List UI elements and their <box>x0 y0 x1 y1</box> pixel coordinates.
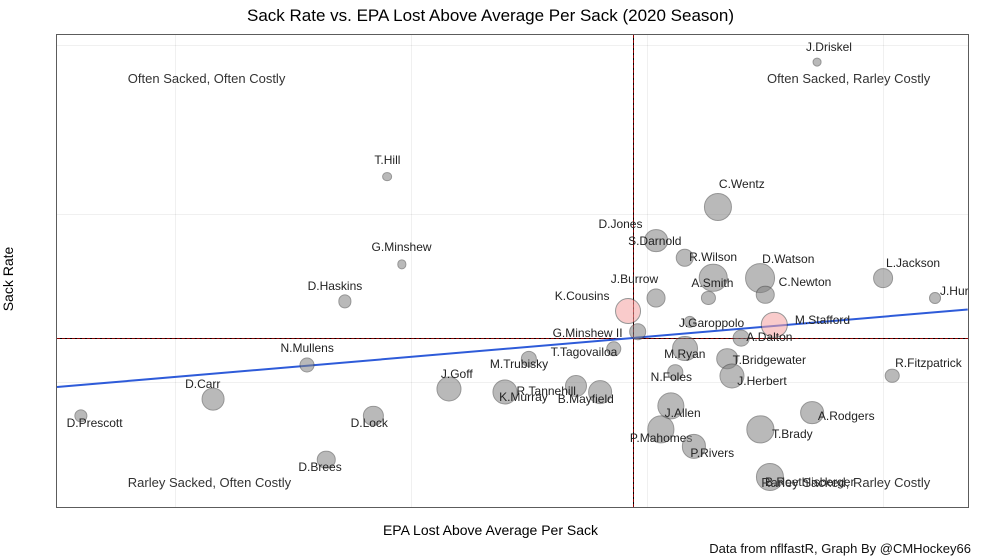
data-point-label: J.Allen <box>665 406 701 420</box>
data-point <box>647 289 666 308</box>
data-point-label: D.Jones <box>598 217 642 231</box>
data-point <box>615 298 641 324</box>
data-point-label: R.Wilson <box>689 250 737 264</box>
data-point-label: D.Haskins <box>308 279 363 293</box>
data-point <box>747 416 774 443</box>
data-point <box>873 268 893 288</box>
data-point-label: G.Minshew II <box>553 326 623 340</box>
plot-area: -1.0-0.50.00.50.050.100.15J.DriskelT.Hil… <box>56 34 969 508</box>
data-point-label: K.Murray <box>499 390 548 404</box>
data-point-label: T.Hill <box>374 153 400 167</box>
gridline <box>175 35 176 507</box>
data-point-label: A.Smith <box>691 276 733 290</box>
data-point-label: C.Newton <box>779 275 832 289</box>
data-point <box>338 295 351 308</box>
data-point <box>885 368 900 383</box>
gridline <box>411 35 412 507</box>
data-point-label: A.Rodgers <box>818 409 875 423</box>
quadrant-label: Rarley Sacked, Often Costly <box>128 475 291 490</box>
data-point-label: M.Stafford <box>795 313 850 327</box>
data-point-label: P.Rivers <box>690 446 734 460</box>
data-point-label: J.Driskel <box>806 40 852 54</box>
data-point-label: R.Fitzpatrick <box>895 356 962 370</box>
data-point <box>629 323 647 341</box>
data-point <box>397 260 406 269</box>
data-point-label: J.Goff <box>441 367 473 381</box>
data-point <box>704 193 732 221</box>
chart-container: Sack Rate vs. EPA Lost Above Average Per… <box>0 0 981 558</box>
data-point-label: C.Wentz <box>719 177 765 191</box>
data-point <box>383 172 393 182</box>
data-point <box>300 358 315 373</box>
data-point-label: A.Dalton <box>746 330 792 344</box>
data-point-label: T.Brady <box>772 427 813 441</box>
x-tick-label: 0.0 <box>639 507 656 508</box>
y-tick-label: 0.15 <box>56 38 57 52</box>
data-point-label: J.Herbert <box>737 374 786 388</box>
data-point-label: B.Mayfield <box>558 392 614 406</box>
x-axis-label: EPA Lost Above Average Per Sack <box>0 522 981 538</box>
data-point-label: N.Foles <box>651 370 692 384</box>
gridline <box>57 214 968 215</box>
data-point-label: D.Carr <box>185 377 220 391</box>
data-point-label: J.Garoppolo <box>679 316 744 330</box>
data-point-label: J.Hurts <box>940 284 969 298</box>
data-point-label: M.Trubisky <box>490 357 548 371</box>
y-axis-label: Sack Rate <box>0 0 20 558</box>
data-point-label: T.Bridgewater <box>733 353 806 367</box>
y-tick-label: 0.10 <box>56 207 57 221</box>
data-point <box>701 291 715 305</box>
data-point-label: T.Tagovailoa <box>551 345 618 359</box>
data-point-label: D.Watson <box>762 252 814 266</box>
data-point-label: G.Minshew <box>372 240 432 254</box>
chart-title: Sack Rate vs. EPA Lost Above Average Per… <box>0 6 981 26</box>
chart-caption: Data from nflfastR, Graph By @CMHockey66 <box>709 541 971 556</box>
x-tick-label: -0.5 <box>401 507 422 508</box>
data-point-label: D.Prescott <box>67 416 123 430</box>
reference-hline <box>57 338 968 339</box>
data-point <box>813 58 822 67</box>
quadrant-label: Often Sacked, Often Costly <box>128 71 286 86</box>
x-tick-label: -1.0 <box>165 507 186 508</box>
quadrant-label: Rarley Sacked, Rarley Costly <box>761 475 930 490</box>
data-point-label: M.Ryan <box>664 347 705 361</box>
x-tick-label: 0.5 <box>875 507 892 508</box>
data-point-label: D.Brees <box>298 460 341 474</box>
data-point-label: K.Cousins <box>555 289 610 303</box>
quadrant-label: Often Sacked, Rarley Costly <box>767 71 930 86</box>
data-point-label: J.Burrow <box>611 272 658 286</box>
data-point-label: D.Lock <box>351 416 388 430</box>
data-point-label: N.Mullens <box>280 341 333 355</box>
data-point-label: L.Jackson <box>886 256 940 270</box>
data-point <box>756 285 775 304</box>
data-point-label: S.Darnold <box>628 234 681 248</box>
